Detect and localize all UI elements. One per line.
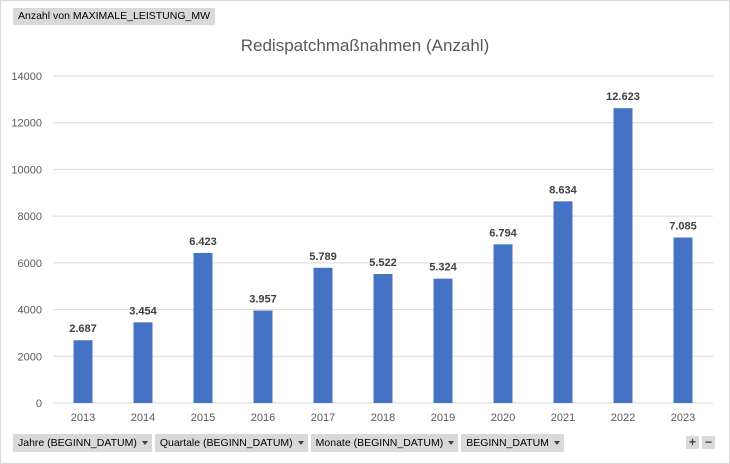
y-tick-label: 10000 [11, 164, 42, 176]
x-tick-label: 2017 [311, 412, 335, 424]
data-label: 8.634 [549, 184, 577, 196]
x-tick-label: 2023 [671, 412, 695, 424]
bar[interactable] [133, 322, 153, 403]
y-tick-label: 6000 [18, 258, 42, 270]
dropdown-arrow-icon [141, 441, 148, 445]
data-label: 6.794 [489, 227, 517, 239]
y-tick-label: 12000 [11, 118, 42, 130]
y-tick-label: 0 [36, 398, 42, 410]
x-tick-label: 2013 [71, 412, 95, 424]
dropdown-arrow-icon [448, 441, 455, 445]
x-tick-label: 2016 [251, 412, 275, 424]
data-label: 3.454 [129, 305, 157, 317]
bar[interactable] [613, 108, 633, 404]
x-tick-label: 2021 [551, 412, 575, 424]
y-tick-label: 2000 [18, 351, 42, 363]
filter-beginn-datum-label: BEGINN_DATUM [466, 437, 549, 449]
x-tick-label: 2020 [491, 412, 515, 424]
data-label: 5.324 [429, 262, 457, 274]
bar[interactable] [313, 267, 333, 403]
bar[interactable] [673, 237, 693, 403]
filter-jahre-button[interactable]: Jahre (BEGINN_DATUM) [13, 434, 152, 452]
data-label: 7.085 [669, 221, 697, 233]
y-tick-label: 8000 [18, 211, 42, 223]
bar[interactable] [193, 252, 213, 403]
bar[interactable] [253, 310, 273, 403]
y-tick-label: 4000 [18, 305, 42, 317]
value-field-button[interactable]: Anzahl von MAXIMALE_LEISTUNG_MW [13, 8, 215, 25]
data-label: 5.522 [369, 257, 397, 269]
data-label: 6.423 [189, 236, 217, 248]
bar[interactable] [493, 244, 513, 403]
collapse-field-button[interactable]: − [702, 436, 715, 449]
filter-monate-label: Monate (BEGINN_DATUM) [315, 437, 444, 449]
bar[interactable] [373, 274, 393, 403]
x-tick-label: 2019 [431, 412, 455, 424]
expand-field-button[interactable]: + [686, 436, 699, 449]
filter-monate-button[interactable]: Monate (BEGINN_DATUM) [310, 434, 459, 452]
filter-beginn-datum-button[interactable]: BEGINN_DATUM [461, 434, 564, 452]
chart-title: Redispatchmaßnahmen (Anzahl) [240, 36, 490, 55]
x-tick-label: 2022 [611, 412, 635, 424]
bar[interactable] [433, 278, 453, 403]
filter-quartale-button[interactable]: Quartale (BEGINN_DATUM) [154, 434, 308, 452]
x-tick-label: 2015 [191, 412, 215, 424]
data-label: 2.687 [69, 323, 97, 335]
filter-quartale-label: Quartale (BEGINN_DATUM) [159, 437, 293, 449]
dropdown-arrow-icon [297, 441, 304, 445]
data-label: 12.623 [606, 91, 640, 103]
data-label: 5.789 [309, 251, 337, 263]
bar[interactable] [553, 201, 573, 403]
bar[interactable] [73, 340, 93, 403]
pivot-filter-bar: Jahre (BEGINN_DATUM) Quartale (BEGINN_DA… [13, 434, 567, 452]
x-tick-label: 2018 [371, 412, 395, 424]
filter-jahre-label: Jahre (BEGINN_DATUM) [18, 437, 137, 449]
x-tick-label: 2014 [131, 412, 155, 424]
dropdown-arrow-icon [553, 441, 560, 445]
data-label: 3.957 [249, 294, 277, 306]
y-tick-label: 14000 [11, 71, 42, 83]
